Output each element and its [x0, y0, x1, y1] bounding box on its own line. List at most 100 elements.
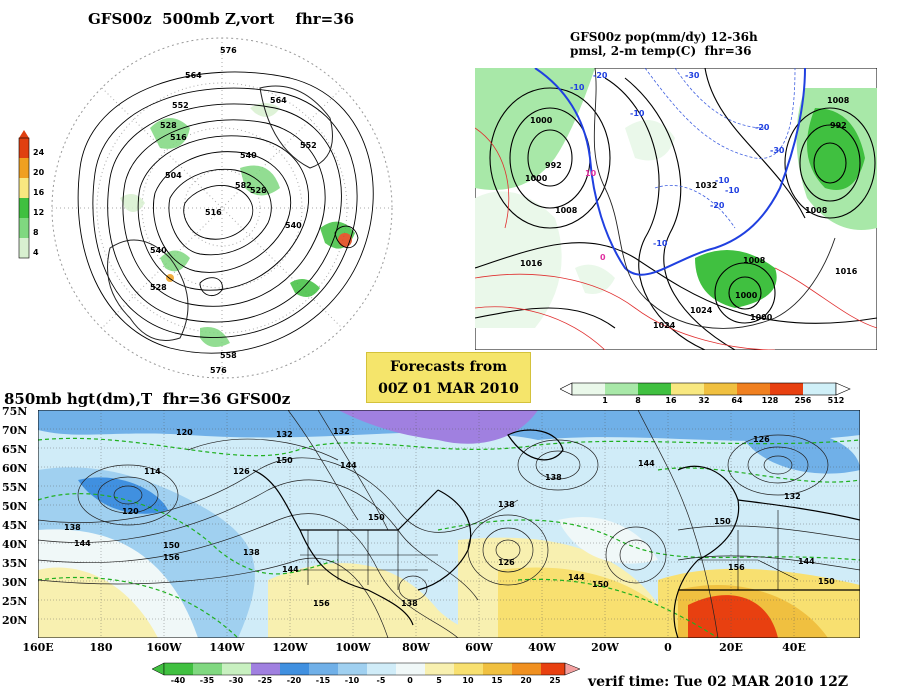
height-label: 144: [798, 557, 815, 566]
colorbar-label: 20: [33, 168, 45, 177]
warm-isotherms: [475, 127, 877, 350]
isobar-label: 1016: [835, 267, 858, 276]
isobar-label: 992: [545, 161, 562, 170]
forecast-banner: Forecasts from 00Z 01 MAR 2010: [366, 352, 531, 403]
temp-label: -30: [685, 71, 700, 80]
height-label: 120: [176, 428, 193, 437]
lon-label: 0: [664, 641, 672, 654]
lon-label: 120W: [272, 641, 308, 654]
banner-line-2: 00Z 01 MAR 2010: [378, 381, 519, 397]
us-canada-border: [300, 489, 439, 531]
isobar-label: 1032: [695, 181, 717, 190]
contour-label: 528: [160, 121, 177, 130]
isobar-label: 1008: [827, 96, 850, 105]
height-label: 156: [163, 553, 180, 562]
vort-colorbar: 24 20 16 12 8 4: [15, 130, 55, 269]
precip-cb-label: 8: [635, 396, 641, 405]
lat-label: 75N: [2, 405, 28, 418]
height-labels: 120 114 120 138 144 150 156 126 132 138 …: [64, 427, 835, 608]
contour-label: 504: [165, 171, 182, 180]
contour-label: 540: [150, 246, 167, 255]
meridians: [52, 38, 392, 378]
isobar-label: 1016: [520, 259, 543, 268]
lon-label: 20E: [719, 641, 743, 654]
temp-label: -10: [653, 239, 668, 248]
freezing-line: [534, 68, 806, 276]
panel-850-title: 850mb hgt(dm),T fhr=36 GFS00z: [4, 390, 291, 408]
height-label: 132: [784, 492, 801, 501]
contour-label: 528: [250, 186, 267, 195]
isobar-labels: 1000 992 1000 1008 1016 1024 1032 1008 1…: [520, 96, 858, 330]
lat-label: 65N: [2, 443, 28, 456]
vort-contour-labels: 576 564 552 540 528 516 504 516 528 540 …: [150, 46, 317, 375]
lon-label: 80W: [402, 641, 430, 654]
coastline: [593, 68, 836, 329]
vort-panel-title: GFS00z 500mb Z,vort fhr=36: [88, 10, 355, 28]
precip-title-1: GFS00z pop(mm/dy) 12-36h: [570, 30, 758, 44]
isobar-label: 1000: [525, 174, 548, 183]
height-label: 156: [313, 599, 330, 608]
precip-map: 1000 992 1000 1008 1016 1024 1032 1008 1…: [475, 68, 877, 350]
coastline-na: [107, 239, 189, 341]
height-label: 138: [498, 500, 515, 509]
contour-label: 540: [240, 151, 257, 160]
lat-label: 55N: [2, 481, 28, 494]
precip-shading: [475, 68, 877, 328]
lat-label: 20N: [2, 614, 28, 627]
height-label: 138: [64, 523, 81, 532]
height-label: 120: [122, 507, 139, 516]
verif-time: verif time: Tue 02 MAR 2010 12Z: [588, 674, 849, 690]
vort-colorbar-svg: [18, 130, 30, 259]
temp-label: 0: [600, 253, 606, 262]
temp-cb-label: -35: [199, 676, 215, 685]
isobars: [475, 68, 877, 350]
temp-cb-label: 25: [549, 676, 561, 685]
vort-map: 576 564 552 540 528 516 504 516 528 540 …: [51, 37, 393, 379]
colorbar-arrow: [19, 130, 29, 138]
temp-cb-label: -10: [344, 676, 360, 685]
isobar-label: 1008: [805, 206, 828, 215]
height-label: 150: [368, 513, 385, 522]
coast-na-west: [252, 469, 414, 626]
contour-label: 564: [270, 96, 287, 105]
height-label: 126: [233, 467, 250, 476]
temp-cb-label: 10: [462, 676, 474, 685]
lat-label: 35N: [2, 557, 28, 570]
lat-label: 50N: [2, 500, 28, 513]
map-850: 120 114 120 138 144 150 156 126 132 138 …: [38, 410, 860, 638]
precip-cb-label: 128: [761, 396, 779, 405]
greenland: [507, 429, 564, 461]
contour-label: 558: [220, 351, 237, 360]
colorbar-label: 16: [33, 188, 45, 197]
coastlines-850: [252, 429, 860, 638]
temp-cb-label: -15: [315, 676, 331, 685]
lat-label: 40N: [2, 538, 28, 551]
isobar-label: 1008: [743, 256, 766, 265]
lat-circle-2: [141, 127, 303, 289]
lat-label: 30N: [2, 576, 28, 589]
height-label: 144: [282, 565, 299, 574]
lon-label: 180: [89, 641, 113, 654]
height-label: 126: [753, 435, 770, 444]
cold-isotherms: [644, 68, 796, 229]
height-label: 138: [401, 599, 418, 608]
contour-label: 540: [285, 221, 302, 230]
height-label: 150: [592, 580, 609, 589]
colorbar-label: 8: [33, 228, 39, 237]
temp-cb-label: -25: [257, 676, 273, 685]
height-label: 138: [243, 548, 260, 557]
temp-labels: -10 -20 -30 -10 -20 -30 -10 10 0 -20 -10…: [570, 71, 785, 262]
temp-cb-label: 15: [491, 676, 503, 685]
isobar-label: 1000: [750, 313, 773, 322]
contour-label: 576: [210, 366, 227, 375]
lon-label: 160E: [22, 641, 54, 654]
height-label: 150: [163, 541, 180, 550]
lon-label: 60W: [465, 641, 493, 654]
contour-label: 516: [170, 133, 187, 142]
isobar-label: 992: [830, 121, 847, 130]
temp-label: -10: [715, 176, 730, 185]
height-label: 150: [714, 517, 731, 526]
lon-label: 20W: [591, 641, 619, 654]
temp-colorbar: [152, 662, 581, 676]
coast-na-east: [417, 489, 472, 591]
